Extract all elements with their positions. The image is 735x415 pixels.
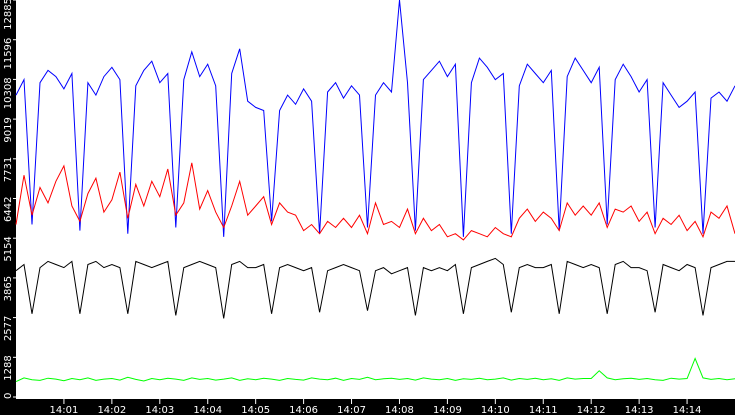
y-tick-label: 7731 bbox=[3, 157, 14, 182]
y-tick-label: 0 bbox=[3, 393, 14, 399]
series-line-2 bbox=[15, 257, 735, 319]
x-tick-label: 14:06 bbox=[289, 405, 318, 415]
y-tick-label: 6442 bbox=[3, 197, 14, 222]
y-tick-label: 12885 bbox=[3, 0, 14, 30]
y-tick-label: 10308 bbox=[3, 77, 14, 109]
x-tick-label: 14:07 bbox=[337, 405, 366, 415]
y-tick-label: 9019 bbox=[3, 117, 14, 142]
x-tick-label: 14:12 bbox=[577, 405, 606, 415]
series-line-3 bbox=[15, 357, 735, 383]
x-tick-label: 14:03 bbox=[145, 405, 174, 415]
x-tick-label: 14:08 bbox=[385, 405, 414, 415]
x-tick-label: 14:02 bbox=[97, 405, 126, 415]
y-tick-label: 1288 bbox=[3, 355, 14, 380]
x-tick-label: 14:13 bbox=[625, 405, 654, 415]
x-tick-label: 14:11 bbox=[529, 405, 558, 415]
series-line-0 bbox=[15, 0, 735, 237]
x-tick-label: 14:05 bbox=[241, 405, 270, 415]
x-tick-label: 14:14 bbox=[673, 405, 702, 415]
x-tick-label: 14:04 bbox=[193, 405, 222, 415]
x-tick-label: 14:10 bbox=[481, 405, 510, 415]
y-tick-label: 11596 bbox=[3, 38, 14, 70]
x-tick-label: 14:09 bbox=[433, 405, 462, 415]
y-tick-label: 2577 bbox=[3, 316, 14, 341]
series-line-1 bbox=[15, 162, 735, 241]
plot-area bbox=[16, 0, 735, 399]
x-tick-label: 14:01 bbox=[50, 405, 79, 415]
y-tick-label: 3865 bbox=[3, 276, 14, 301]
y-tick-label: 5154 bbox=[3, 236, 14, 261]
